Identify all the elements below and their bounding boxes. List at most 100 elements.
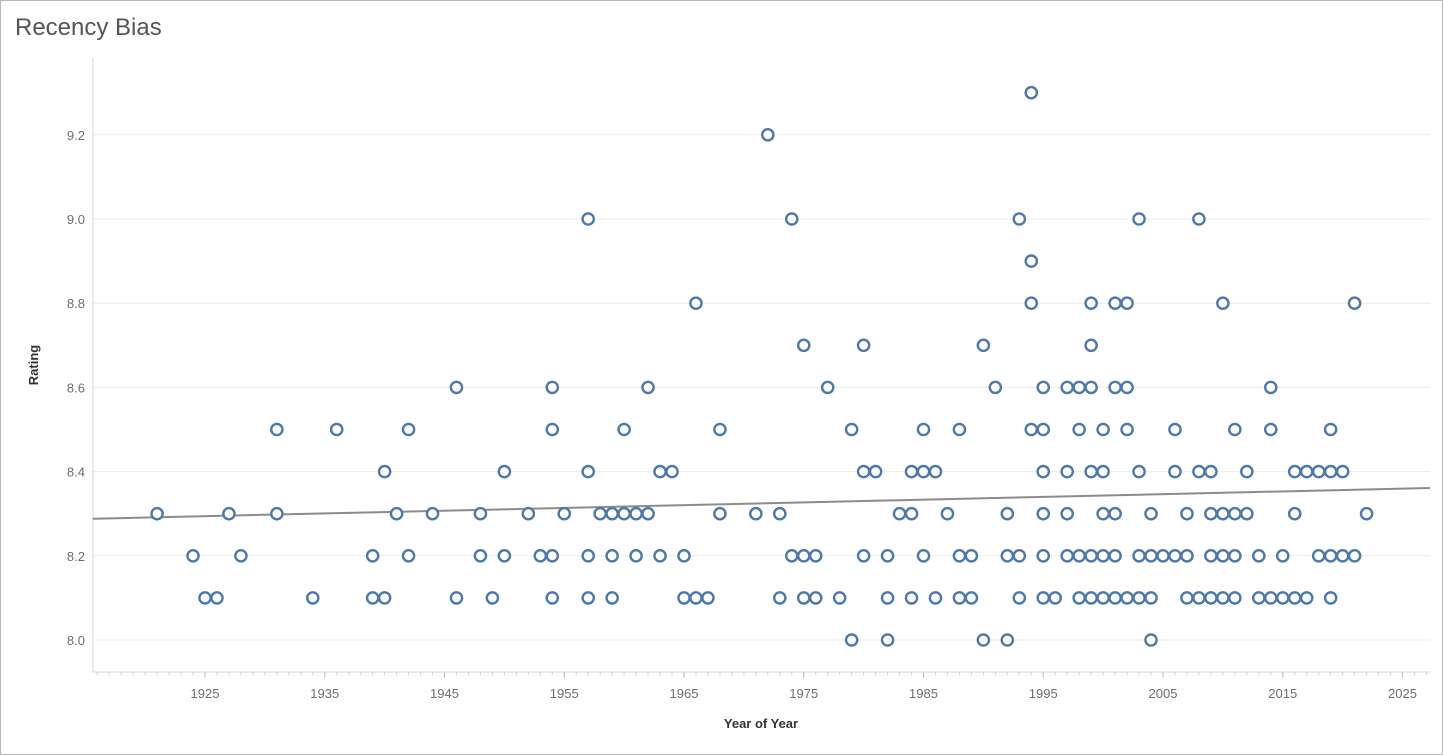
data-point bbox=[653, 549, 667, 563]
data-point bbox=[1072, 549, 1086, 563]
data-point bbox=[1204, 549, 1218, 563]
trend-line-layer bbox=[92, 487, 1431, 520]
data-point bbox=[545, 549, 560, 563]
data-point bbox=[653, 464, 667, 479]
data-point bbox=[1000, 549, 1015, 563]
data-point bbox=[1144, 633, 1158, 647]
x-axis-title: Year of Year bbox=[724, 716, 798, 731]
y-tick-label: 9.0 bbox=[67, 212, 85, 227]
data-point bbox=[916, 464, 931, 479]
data-point bbox=[1108, 591, 1122, 605]
data-point bbox=[234, 549, 248, 563]
data-point bbox=[976, 633, 991, 647]
data-point bbox=[1012, 212, 1027, 226]
data-point bbox=[1120, 591, 1134, 605]
data-point bbox=[1084, 296, 1098, 311]
data-point bbox=[689, 591, 703, 605]
data-point bbox=[425, 506, 440, 521]
data-point bbox=[1024, 296, 1039, 311]
data-point bbox=[1060, 549, 1074, 563]
data-point bbox=[1263, 380, 1278, 395]
data-point bbox=[1000, 506, 1015, 521]
data-point bbox=[1144, 506, 1158, 521]
data-point bbox=[545, 422, 560, 437]
data-point bbox=[964, 549, 979, 563]
y-tick-label: 9.2 bbox=[67, 128, 85, 143]
trend-line bbox=[92, 487, 1431, 520]
data-point bbox=[713, 422, 727, 437]
data-point bbox=[916, 549, 931, 563]
data-point bbox=[329, 422, 344, 437]
data-point bbox=[701, 591, 715, 605]
data-point bbox=[1084, 464, 1098, 479]
data-point bbox=[1323, 549, 1338, 563]
data-point bbox=[1228, 506, 1242, 521]
data-point bbox=[1180, 591, 1194, 605]
data-point bbox=[773, 506, 787, 521]
chart-title: Recency Bias bbox=[15, 14, 162, 41]
data-point bbox=[1036, 591, 1051, 605]
x-tick-label: 1995 bbox=[1029, 686, 1058, 701]
data-point bbox=[401, 422, 416, 437]
data-point bbox=[1240, 506, 1254, 521]
data-point bbox=[1216, 591, 1230, 605]
points-layer bbox=[150, 85, 1374, 647]
data-point bbox=[1252, 591, 1266, 605]
data-point bbox=[1311, 549, 1326, 563]
data-point bbox=[581, 212, 596, 226]
data-point bbox=[820, 380, 835, 395]
data-point bbox=[1192, 464, 1206, 479]
data-point bbox=[689, 296, 703, 311]
data-point bbox=[1108, 296, 1122, 311]
data-point bbox=[713, 506, 727, 521]
data-point bbox=[677, 591, 691, 605]
x-tick-label: 1955 bbox=[550, 686, 579, 701]
data-point bbox=[1096, 506, 1110, 521]
data-point bbox=[1108, 506, 1122, 521]
data-point bbox=[1072, 422, 1086, 437]
data-point bbox=[593, 506, 607, 521]
data-point bbox=[1132, 549, 1146, 563]
y-tick-label: 8.2 bbox=[67, 549, 85, 564]
data-point bbox=[533, 549, 548, 563]
data-point bbox=[545, 380, 560, 395]
data-point bbox=[1120, 380, 1134, 395]
data-point bbox=[641, 380, 655, 395]
data-point bbox=[1299, 464, 1314, 479]
data-point bbox=[1347, 296, 1362, 311]
data-point bbox=[1180, 549, 1194, 563]
data-point bbox=[1168, 464, 1182, 479]
data-point bbox=[1036, 464, 1051, 479]
y-axis-title: Rating bbox=[26, 345, 41, 386]
data-point bbox=[1036, 549, 1051, 563]
data-point bbox=[545, 591, 560, 605]
y-tick-label: 8.4 bbox=[67, 465, 85, 480]
y-tick-label: 8.8 bbox=[67, 296, 85, 311]
data-point bbox=[880, 591, 895, 605]
data-point bbox=[796, 338, 811, 353]
data-point bbox=[581, 549, 596, 563]
data-point bbox=[1216, 296, 1230, 311]
data-point bbox=[449, 380, 464, 395]
data-point bbox=[1036, 506, 1051, 521]
data-point bbox=[1084, 549, 1098, 563]
data-point bbox=[1252, 549, 1266, 563]
data-point bbox=[952, 591, 967, 605]
data-point bbox=[1096, 464, 1110, 479]
data-point bbox=[485, 591, 500, 605]
data-point bbox=[1204, 464, 1218, 479]
data-point bbox=[1240, 464, 1254, 479]
data-point bbox=[1096, 549, 1110, 563]
data-point bbox=[1012, 591, 1027, 605]
data-point bbox=[964, 591, 979, 605]
data-point bbox=[1228, 549, 1242, 563]
x-tick-label: 2005 bbox=[1149, 686, 1178, 701]
data-point bbox=[641, 506, 655, 521]
data-point bbox=[617, 422, 631, 437]
data-point bbox=[844, 422, 859, 437]
data-point bbox=[377, 464, 392, 479]
data-point bbox=[796, 549, 811, 563]
data-point bbox=[365, 549, 380, 563]
data-point bbox=[1120, 422, 1134, 437]
data-point bbox=[1048, 591, 1063, 605]
